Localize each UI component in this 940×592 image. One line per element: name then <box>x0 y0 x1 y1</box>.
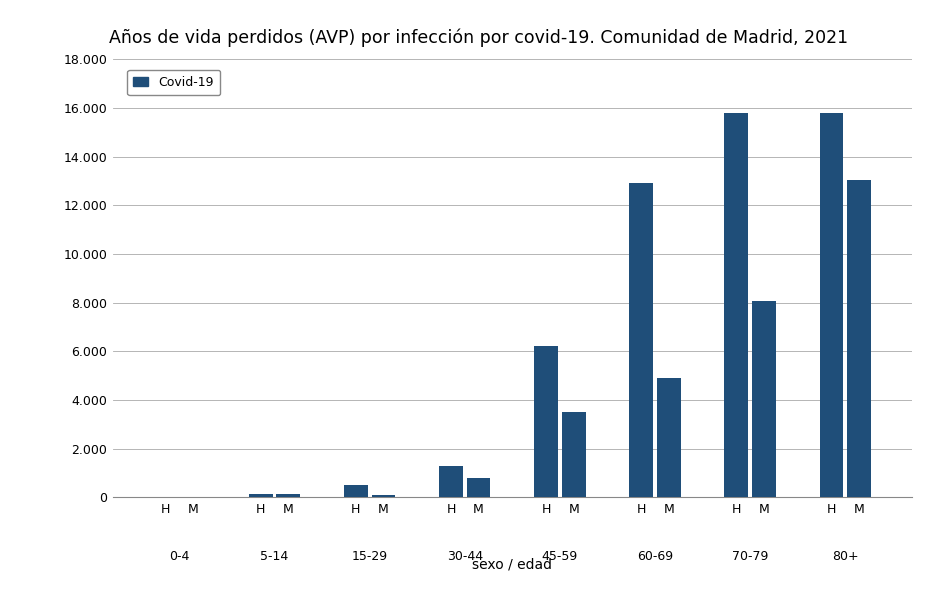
Bar <box>629 184 653 497</box>
Text: 45-59: 45-59 <box>541 550 578 563</box>
Bar <box>276 494 300 497</box>
Bar <box>752 301 775 497</box>
Text: Años de vida perdidos (AVP) por infección por covid-19. Comunidad de Madrid, 202: Años de vida perdidos (AVP) por infecció… <box>109 28 848 47</box>
Bar <box>657 378 681 497</box>
Bar <box>725 112 748 497</box>
Bar <box>820 112 843 497</box>
Text: 5-14: 5-14 <box>260 550 289 563</box>
Text: 80+: 80+ <box>832 550 858 563</box>
Text: 15-29: 15-29 <box>352 550 387 563</box>
Bar <box>371 495 396 497</box>
Bar <box>466 478 491 497</box>
Text: 30-44: 30-44 <box>446 550 483 563</box>
Legend: Covid-19: Covid-19 <box>127 70 220 95</box>
Bar <box>249 494 273 497</box>
Text: 70-79: 70-79 <box>732 550 768 563</box>
Bar <box>344 485 368 497</box>
Text: 60-69: 60-69 <box>637 550 673 563</box>
Bar <box>534 346 558 497</box>
Bar <box>439 466 462 497</box>
X-axis label: sexo / edad: sexo / edad <box>472 558 553 571</box>
Bar <box>562 412 586 497</box>
Text: 0-4: 0-4 <box>169 550 190 563</box>
Bar <box>847 179 870 497</box>
